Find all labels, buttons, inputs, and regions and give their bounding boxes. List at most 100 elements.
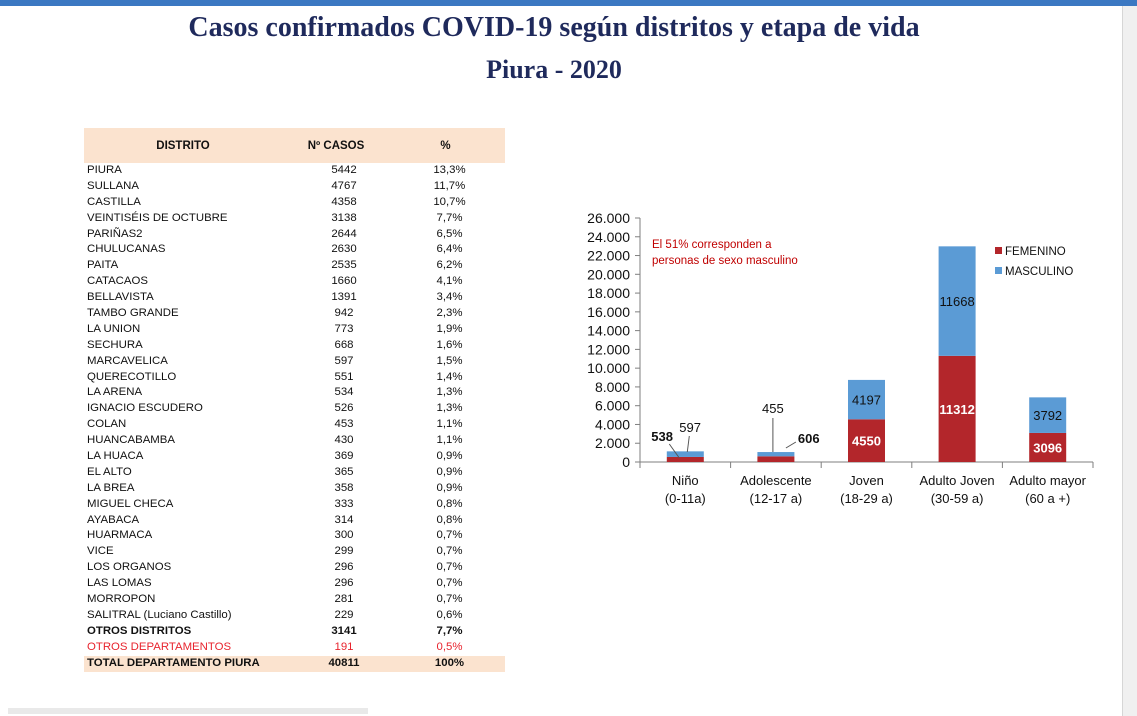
page-subtitle: Piura - 2020: [486, 55, 622, 84]
cell-percent: 0,5%: [436, 640, 463, 653]
cell-casos: 3141: [331, 624, 357, 637]
table-row: HUANCABAMBA 430 1,1%: [84, 433, 505, 449]
table-row-otros-distritos: OTROS DISTRITOS 3141 7,7%: [84, 624, 505, 640]
cell-percent: 2,3%: [436, 307, 463, 320]
data-label-masculino: 3792: [1033, 408, 1062, 423]
cell-distrito: OTROS DISTRITOS: [87, 624, 192, 637]
cell-percent: 0,7%: [436, 577, 463, 590]
cell-casos: 5442: [331, 164, 357, 176]
y-tick-label: 12.000: [587, 341, 630, 357]
cell-casos: 3138: [331, 211, 357, 224]
cell-distrito: CASTILLA: [87, 195, 141, 208]
cell-distrito: SULLANA: [87, 179, 139, 192]
bar-masculino: [1029, 397, 1067, 433]
y-tick-label: 6.000: [595, 398, 630, 414]
table-body: PIURA 5442 13,3% SULLANA 4767 11,7% CASTILLA 43…: [84, 163, 505, 624]
cell-percent: 0,6%: [436, 608, 463, 621]
chart-annotation-line1: El 51% corresponden a: [652, 239, 772, 251]
x-category-label: Adulto Joven (30-59 a): [920, 473, 995, 506]
table-row: COLAN 453 1,1%: [84, 417, 505, 433]
cell-casos: 333: [334, 497, 354, 510]
table-row: VICE 299 0,7%: [84, 544, 505, 560]
cell-percent: 6,4%: [436, 243, 463, 256]
table-row-otros-departamentos: OTROS DEPARTAMENTOS 191 0,5%: [84, 640, 505, 656]
table-header: DISTRITO Nº CASOS %: [84, 128, 505, 163]
window-top-bar: [0, 0, 1137, 6]
cell-distrito: VICE: [87, 545, 114, 558]
table-row: CASTILLA 4358 10,7%: [84, 195, 505, 211]
cell-distrito: LOS ORGANOS: [87, 561, 172, 574]
table-row: PIURA 5442 13,3%: [84, 163, 505, 179]
y-tick-label: 4.000: [595, 416, 630, 432]
page-title: Casos confirmados COVID-19 según distrit…: [188, 12, 920, 43]
table-row: BELLAVISTA 1391 3,4%: [84, 290, 505, 306]
label-leader-line: [668, 443, 680, 459]
cell-percent: 7,7%: [436, 624, 463, 637]
cell-casos: 2644: [331, 227, 357, 240]
cell-distrito: HUARMACA: [87, 529, 153, 542]
bar-femenino: [1029, 432, 1067, 462]
cell-percent: 0,9%: [436, 450, 463, 463]
cell-distrito: LAS LOMAS: [87, 577, 152, 590]
x-category-label: Niño (0-11a): [665, 473, 706, 506]
cell-percent: 0,8%: [436, 497, 463, 510]
legend-label-masculino: MASCULINO: [1005, 266, 1073, 278]
table-row: LA ARENA 534 1,3%: [84, 385, 505, 401]
bar-femenino: [666, 456, 704, 462]
cell-casos: 229: [334, 608, 354, 621]
cell-distrito: MORROPON: [87, 593, 156, 606]
cell-distrito: TOTAL DEPARTAMENTO PIURA: [87, 656, 260, 669]
cell-percent: 1,1%: [436, 434, 463, 447]
cell-casos: 365: [334, 465, 354, 478]
y-tick-label: 26.000: [587, 210, 630, 226]
cell-percent: 4,1%: [436, 275, 463, 288]
cell-casos: 526: [334, 402, 354, 415]
cell-percent: 11,7%: [433, 179, 466, 192]
cell-percent: 1,4%: [436, 370, 463, 383]
cell-distrito: COLAN: [87, 418, 127, 431]
label-leader-line: [785, 441, 797, 449]
cell-percent: 0,9%: [436, 481, 463, 494]
cell-percent: 1,6%: [436, 338, 463, 351]
cell-casos: 296: [334, 561, 354, 574]
cell-percent: 0,9%: [436, 465, 463, 478]
data-label-femenino: 538: [651, 429, 673, 444]
header-casos: Nº CASOS: [307, 139, 365, 152]
table-row: MORROPON 281 0,7%: [84, 592, 505, 608]
data-label-masculino: 597: [679, 420, 701, 435]
y-tick-label: 20.000: [587, 266, 630, 282]
table-row: LA BREA 358 0,9%: [84, 481, 505, 497]
cell-casos: 299: [334, 545, 354, 558]
cell-percent: 13,3%: [433, 164, 466, 176]
cell-casos: 281: [334, 593, 354, 606]
cell-distrito: HUANCABAMBA: [87, 434, 175, 447]
y-tick-label: 8.000: [595, 379, 630, 395]
cell-percent: 1,9%: [436, 322, 463, 335]
cell-distrito: CHULUCANAS: [87, 243, 166, 256]
cell-distrito: LA ARENA: [87, 386, 143, 399]
cell-casos: 2630: [331, 243, 357, 256]
cell-casos: 358: [334, 481, 354, 494]
cell-percent: 1,1%: [436, 418, 463, 431]
cell-distrito: MARCAVELICA: [87, 354, 168, 367]
cell-distrito: PARIÑAS2: [87, 227, 143, 240]
legend-swatch-femenino: [995, 247, 1002, 254]
cell-casos: 668: [334, 338, 354, 351]
cell-percent: 7,7%: [436, 211, 463, 224]
x-category-label: Adolescente (12-17 a): [740, 473, 812, 506]
bar-femenino: [938, 355, 976, 462]
x-category-label: Adulto mayor (60 a +): [1009, 473, 1086, 506]
cell-distrito: LA BREA: [87, 481, 135, 494]
bar-masculino: [757, 452, 795, 457]
cell-distrito: EL ALTO: [87, 465, 132, 478]
cell-casos: 40811: [328, 656, 360, 669]
table-row: CHULUCANAS 2630 6,4%: [84, 242, 505, 258]
data-label-femenino: 11312: [939, 402, 974, 417]
y-tick-label: 10.000: [587, 360, 630, 376]
cell-percent: 0,7%: [436, 545, 463, 558]
data-label-masculino: 11668: [940, 294, 975, 309]
cell-distrito: TAMBO GRANDE: [87, 307, 179, 320]
data-label-masculino: 4197: [852, 393, 881, 408]
bar-masculino: [938, 246, 976, 356]
